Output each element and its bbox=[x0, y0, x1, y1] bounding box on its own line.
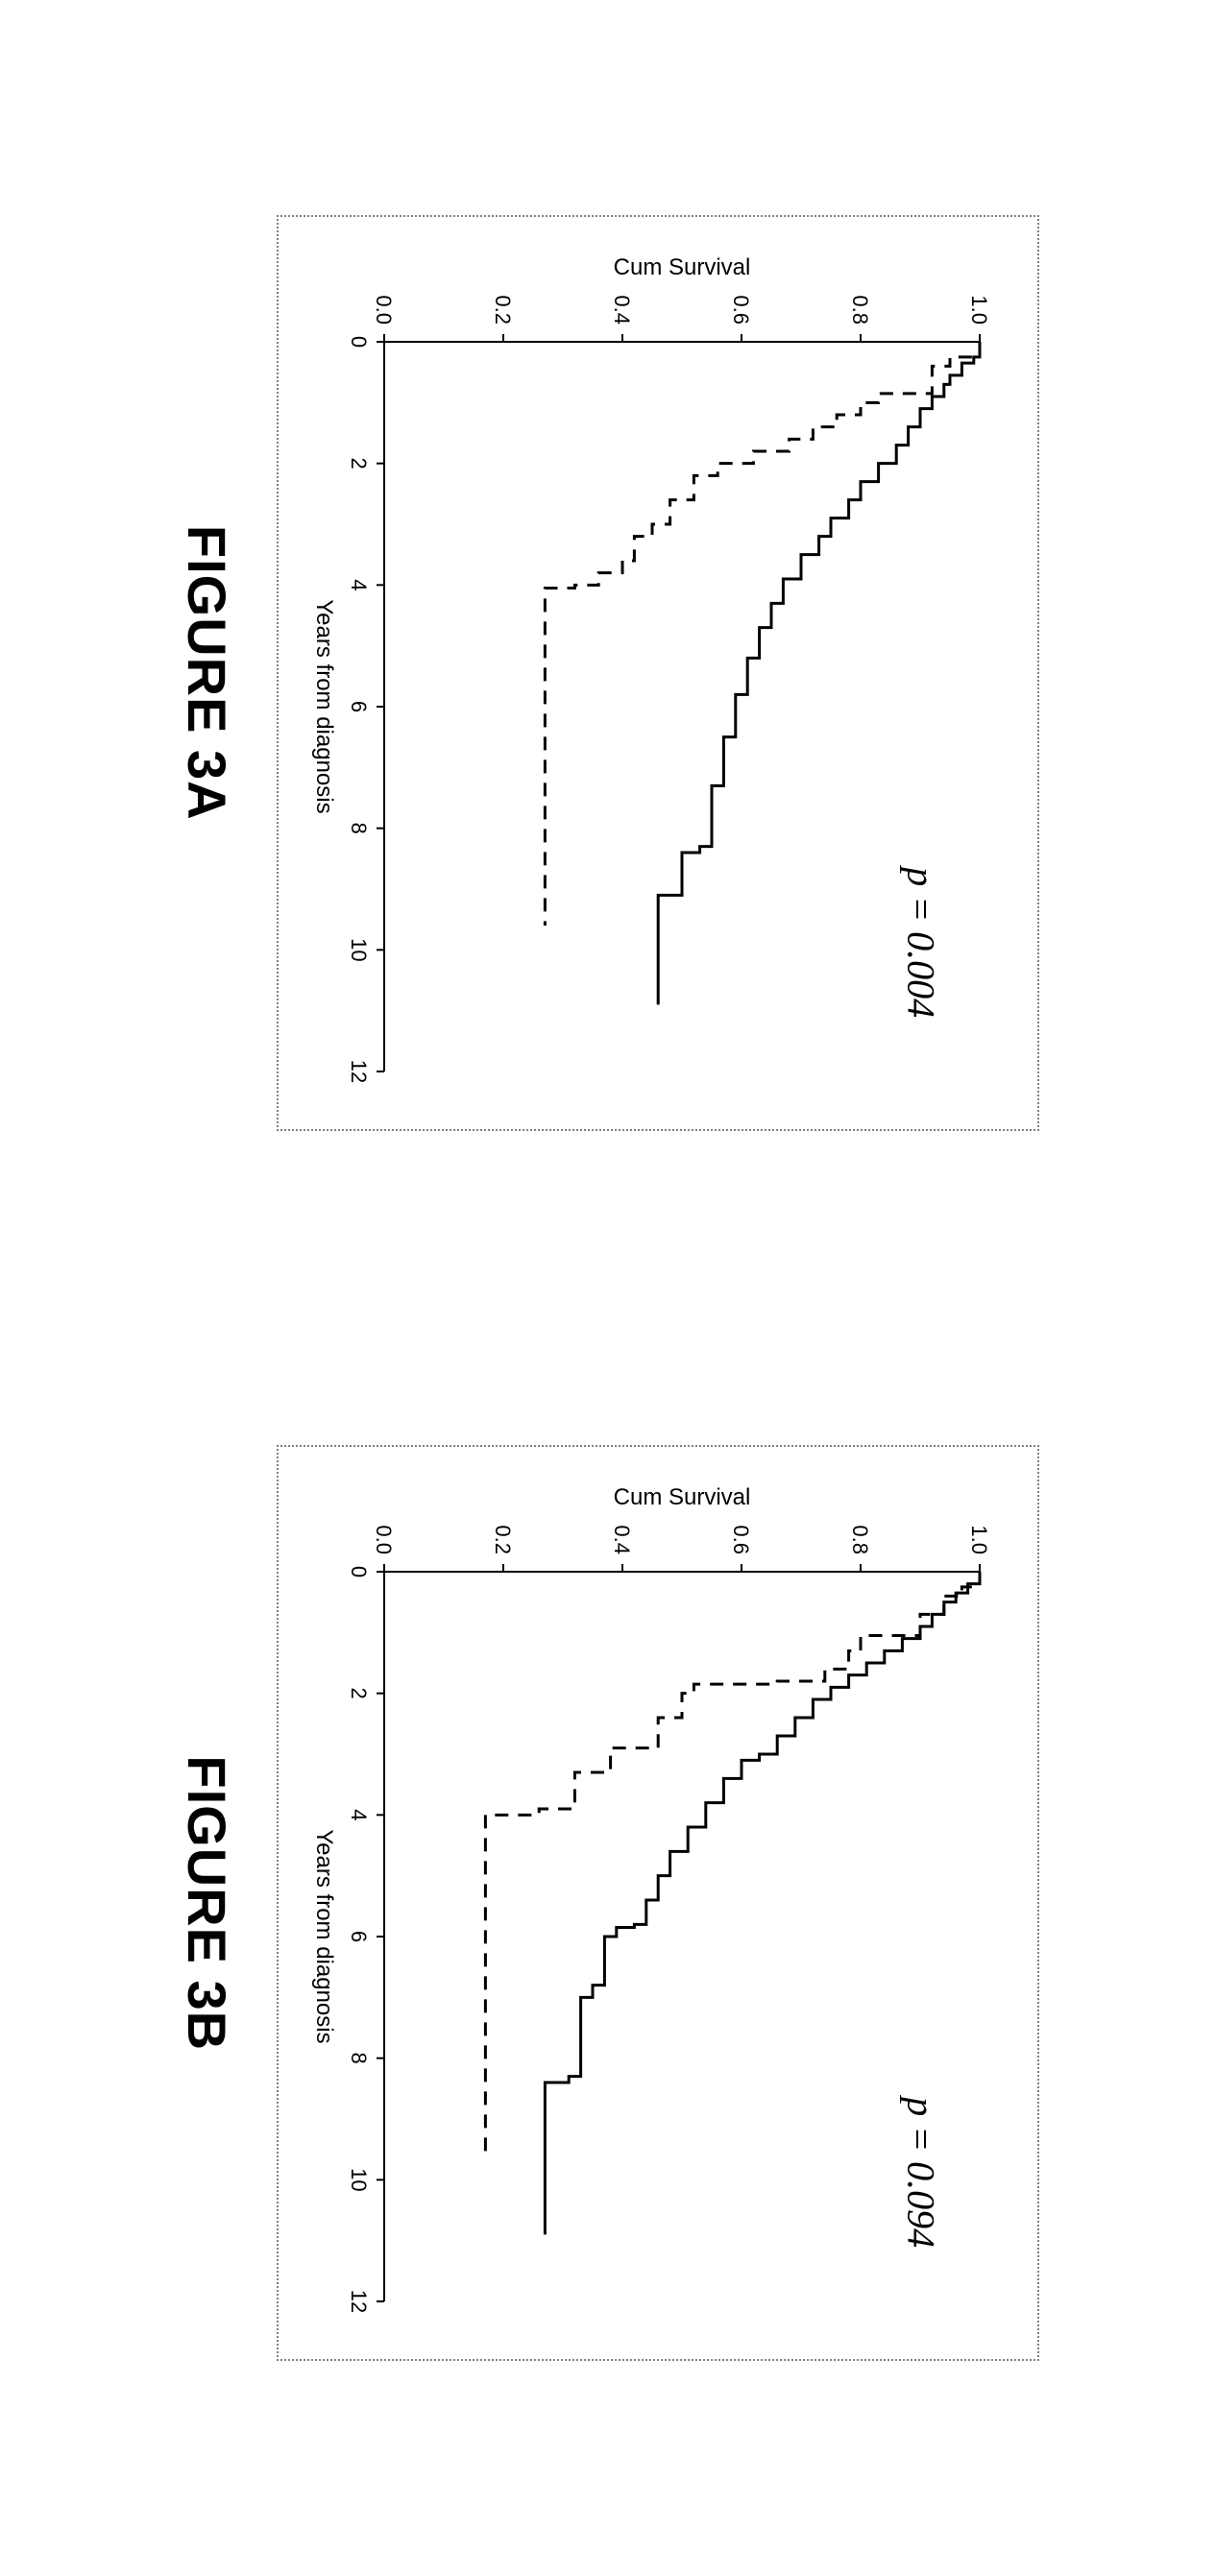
svg-text:Cum Survival: Cum Survival bbox=[614, 254, 751, 280]
svg-text:6: 6 bbox=[348, 701, 372, 712]
svg-text:p = 0.004: p = 0.004 bbox=[900, 864, 943, 1018]
svg-text:6: 6 bbox=[348, 1931, 372, 1942]
svg-text:12: 12 bbox=[348, 1060, 372, 1083]
svg-text:1.0: 1.0 bbox=[968, 1526, 992, 1555]
svg-text:8: 8 bbox=[348, 822, 372, 833]
svg-text:Years from diagnosis: Years from diagnosis bbox=[312, 599, 338, 813]
svg-text:0.2: 0.2 bbox=[492, 1526, 516, 1555]
chart-frame-a: 0 2 4 6 8 10 12 0.0 0.2 0.4 0.6 0.8 1.0 Years from di… bbox=[278, 215, 1040, 1131]
figure-caption-b: FIGURE 3B bbox=[177, 1755, 239, 2051]
svg-text:4: 4 bbox=[348, 579, 372, 590]
figure-caption-a: FIGURE 3A bbox=[177, 525, 239, 821]
svg-text:0.8: 0.8 bbox=[849, 295, 873, 325]
survival-chart-b: 0 2 4 6 8 10 12 0.0 0.2 0.4 0.6 0.8 1.0 Years from di… bbox=[289, 1476, 1009, 2330]
svg-text:0: 0 bbox=[348, 1566, 372, 1577]
svg-text:0.6: 0.6 bbox=[730, 295, 754, 325]
panel-a: 0 2 4 6 8 10 12 0.0 0.2 0.4 0.6 0.8 1.0 Years from di… bbox=[177, 215, 1040, 1131]
survival-chart-a: 0 2 4 6 8 10 12 0.0 0.2 0.4 0.6 0.8 1.0 Years from di… bbox=[289, 246, 1009, 1100]
svg-text:1.0: 1.0 bbox=[968, 295, 992, 325]
svg-text:Cum Survival: Cum Survival bbox=[614, 1484, 751, 1510]
panels-row: 0 2 4 6 8 10 12 0.0 0.2 0.4 0.6 0.8 1.0 Years from di… bbox=[0, 0, 1216, 2576]
svg-text:10: 10 bbox=[348, 938, 372, 961]
svg-text:0.2: 0.2 bbox=[492, 295, 516, 325]
svg-text:12: 12 bbox=[348, 2290, 372, 2313]
svg-text:0.8: 0.8 bbox=[849, 1526, 873, 1555]
svg-text:p = 0.094: p = 0.094 bbox=[900, 2094, 943, 2248]
page: 0 2 4 6 8 10 12 0.0 0.2 0.4 0.6 0.8 1.0 Years from di… bbox=[0, 0, 1216, 2576]
panel-b: 0 2 4 6 8 10 12 0.0 0.2 0.4 0.6 0.8 1.0 Years from di… bbox=[177, 1445, 1040, 2361]
landscape-container: 0 2 4 6 8 10 12 0.0 0.2 0.4 0.6 0.8 1.0 Years from di… bbox=[0, 0, 1216, 2576]
svg-text:8: 8 bbox=[348, 2053, 372, 2064]
chart-frame-b: 0 2 4 6 8 10 12 0.0 0.2 0.4 0.6 0.8 1.0 Years from di… bbox=[278, 1445, 1040, 2361]
svg-text:2: 2 bbox=[348, 457, 372, 469]
svg-text:0.4: 0.4 bbox=[611, 295, 635, 325]
svg-text:0: 0 bbox=[348, 336, 372, 348]
svg-text:4: 4 bbox=[348, 1809, 372, 1820]
svg-text:0.0: 0.0 bbox=[373, 1526, 397, 1555]
svg-text:10: 10 bbox=[348, 2168, 372, 2191]
svg-text:2: 2 bbox=[348, 1688, 372, 1699]
svg-text:0.6: 0.6 bbox=[730, 1526, 754, 1555]
svg-text:0.0: 0.0 bbox=[373, 295, 397, 325]
svg-text:Years from diagnosis: Years from diagnosis bbox=[312, 1830, 338, 2044]
svg-text:0.4: 0.4 bbox=[611, 1526, 635, 1555]
